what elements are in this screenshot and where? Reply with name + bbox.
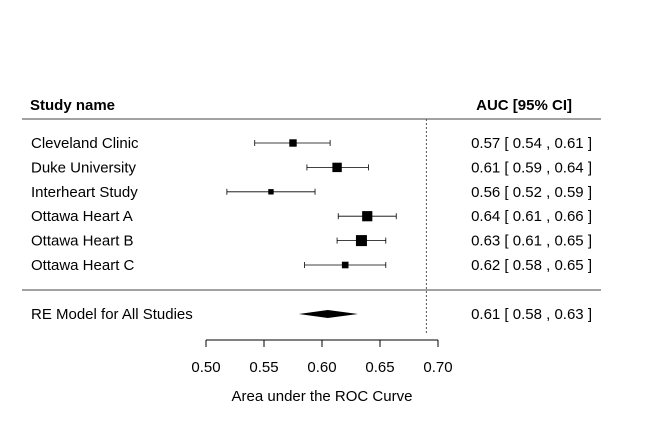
- header-study-name: Study name: [30, 97, 115, 114]
- ci-text: 0.62 [ 0.58 , 0.65 ]: [471, 257, 592, 274]
- x-tick-label: 0.60: [307, 359, 336, 376]
- x-tick-label: 0.70: [423, 359, 452, 376]
- header-auc-ci: AUC [95% CI]: [476, 97, 572, 114]
- point-estimate: [332, 162, 342, 173]
- study-name: Duke University: [31, 159, 137, 176]
- x-tick-label: 0.50: [191, 359, 220, 376]
- study-name: Ottawa Heart B: [31, 233, 134, 250]
- x-tick-label: 0.55: [249, 359, 278, 376]
- summary-ci-text: 0.61 [ 0.58 , 0.63 ]: [471, 306, 592, 323]
- ci-text: 0.56 [ 0.52 , 0.59 ]: [471, 184, 592, 201]
- study-name: Cleveland Clinic: [31, 135, 139, 152]
- study-row: Interheart Study 0.56 [ 0.52 , 0.59 ]: [31, 184, 592, 201]
- point-estimate: [341, 261, 349, 269]
- study-row: Duke University 0.61 [ 0.59 , 0.64 ]: [31, 159, 592, 176]
- ci-text: 0.64 [ 0.61 , 0.66 ]: [471, 208, 592, 225]
- point-estimate: [289, 139, 297, 147]
- x-tick-label: 0.65: [365, 359, 394, 376]
- x-axis-title: Area under the ROC Curve: [232, 388, 413, 405]
- point-estimate: [268, 189, 274, 195]
- summary-row: RE Model for All Studies 0.61 [ 0.58 , 0.…: [31, 306, 592, 323]
- summary-name: RE Model for All Studies: [31, 306, 193, 323]
- study-row: Ottawa Heart B 0.63 [ 0.61 , 0.65 ]: [31, 233, 592, 250]
- study-name: Ottawa Heart C: [31, 257, 135, 274]
- ci-text: 0.61 [ 0.59 , 0.64 ]: [471, 159, 592, 176]
- ci-text: 0.57 [ 0.54 , 0.61 ]: [471, 135, 592, 152]
- study-rows: Cleveland Clinic 0.57 [ 0.54 , 0.61 ] Duke…: [31, 135, 592, 274]
- summary-diamond: [298, 310, 358, 318]
- study-row: Ottawa Heart A 0.64 [ 0.61 , 0.66 ]: [31, 208, 592, 225]
- x-axis: 0.50 0.55 0.60 0.65 0.70: [191, 339, 453, 376]
- study-row: Ottawa Heart C 0.62 [ 0.58 , 0.65 ]: [31, 257, 592, 274]
- point-estimate: [362, 211, 373, 222]
- study-name: Interheart Study: [31, 184, 138, 201]
- point-estimate: [355, 235, 367, 247]
- study-row: Cleveland Clinic 0.57 [ 0.54 , 0.61 ]: [31, 135, 592, 152]
- study-name: Ottawa Heart A: [31, 208, 133, 225]
- ci-text: 0.63 [ 0.61 , 0.65 ]: [471, 233, 592, 250]
